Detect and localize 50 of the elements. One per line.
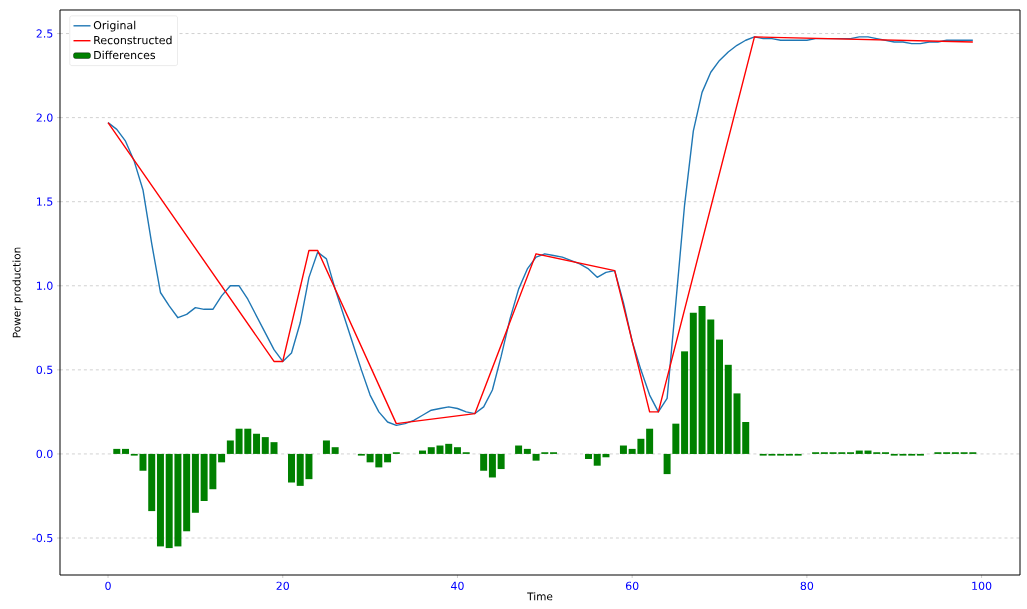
bar [183,453,191,532]
bar [480,453,488,471]
y-tick-label: 1.0 [37,281,53,290]
x-tick-label: 0 [105,581,111,591]
bar [191,453,199,513]
x-tick-label: 20 [276,581,290,591]
bar [716,339,724,454]
bar [742,421,750,454]
x-tick-label: 80 [800,581,814,591]
y-tick-label: 0.0 [36,449,53,459]
bar [619,445,627,454]
y-tick-label: 1.5 [37,197,53,206]
x-tick-label: 100 [972,581,992,591]
bar [663,453,671,475]
bar [253,433,261,454]
bar [689,312,697,454]
bar [453,447,461,454]
bar [515,445,523,454]
bar [497,453,505,470]
bar [488,453,496,478]
bar [646,428,654,454]
bar [113,448,121,454]
bar [445,443,453,454]
x-axis-title: Time [527,592,553,601]
y-tick-label: 0.5 [36,365,53,375]
legend-label: Differences [94,50,156,60]
bar [226,440,234,454]
bar [384,453,392,463]
legend-label: Original [93,20,136,32]
bar [270,442,278,454]
bar [532,453,540,461]
x-tick-label: 40 [450,581,464,591]
bar [156,453,164,547]
bar [331,447,339,454]
legend-label: Reconstructed [94,35,172,45]
y-axis-title: Power production [12,247,23,338]
x-tick-label: 60 [625,581,639,591]
y-tick-label: 2.5 [36,29,53,38]
y-tick-label: 2.0 [36,113,53,122]
bar [261,437,269,454]
bar [287,453,295,483]
bar [322,440,330,454]
bar [584,453,592,459]
bar [148,453,156,512]
bar [218,453,226,463]
bar [523,448,531,454]
bar [681,351,689,454]
y-tick-label: -0.5 [32,533,53,543]
bar [122,448,130,454]
bar [672,423,680,454]
